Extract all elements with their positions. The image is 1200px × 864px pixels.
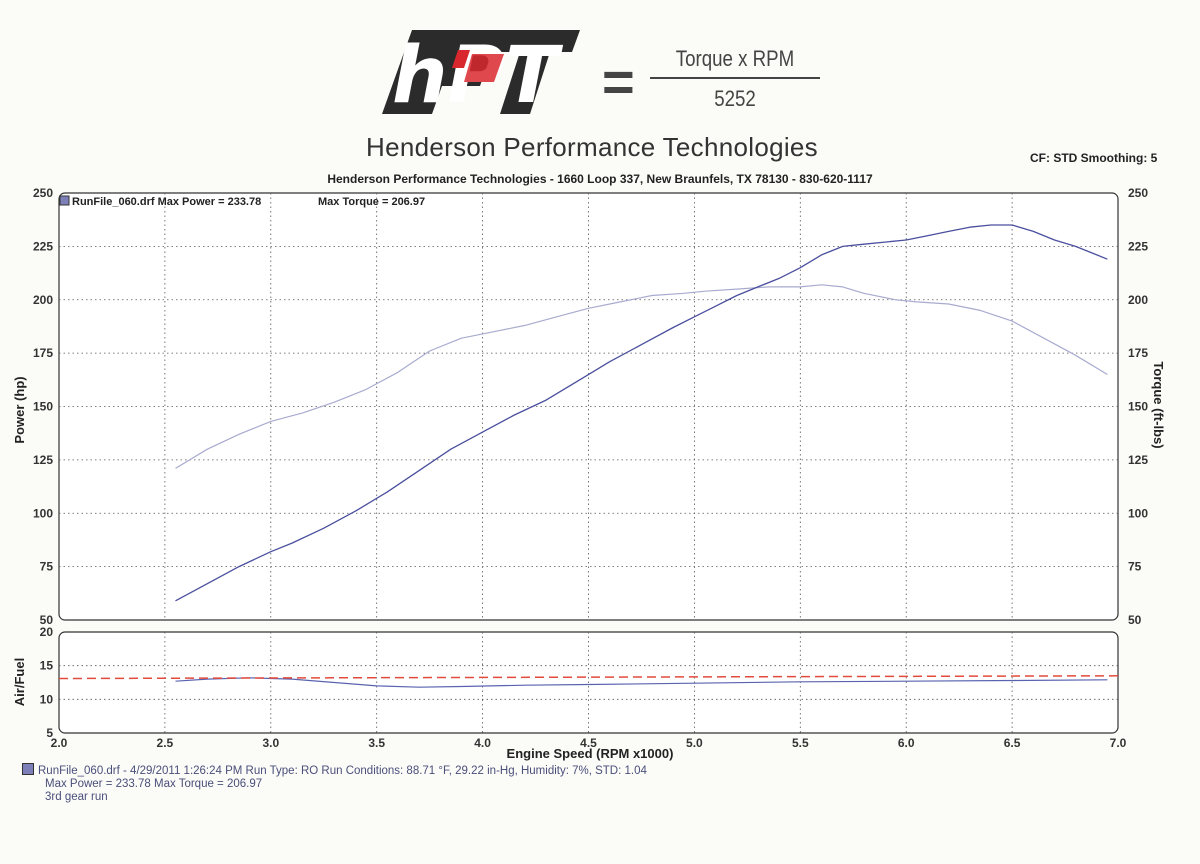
y2-axis-title: Torque (ft-lbs) xyxy=(1151,361,1166,448)
x-tick-label: 6.5 xyxy=(1004,736,1021,750)
legend-run-label: RunFile_060.drf Max Power = 233.78 xyxy=(72,196,261,208)
afr-tick-label: 20 xyxy=(40,625,54,639)
run-swatch-icon xyxy=(22,763,34,775)
address-line: Henderson Performance Technologies - 166… xyxy=(327,172,873,186)
y-tick-label: 150 xyxy=(33,400,53,414)
y-tick-label: 225 xyxy=(33,239,53,253)
y-axis-title: Power (hp) xyxy=(12,376,27,443)
x-tick-label: 6.0 xyxy=(898,736,915,750)
afr-target-line xyxy=(58,675,1119,680)
formula-divider xyxy=(650,77,820,79)
afr-axis-title: Air/Fuel xyxy=(12,658,27,706)
run-info-line2: Max Power = 233.78 Max Torque = 206.97 xyxy=(45,778,263,790)
x-tick-label: 4.0 xyxy=(474,736,491,750)
y2-tick-label: 150 xyxy=(1128,400,1148,414)
x-tick-label: 3.0 xyxy=(262,736,279,750)
y2-tick-label: 175 xyxy=(1128,346,1148,360)
run-info-text: RunFile_060.drf - 4/29/2011 1:26:24 PM R… xyxy=(38,765,647,777)
y-tick-label: 50 xyxy=(40,613,54,627)
afr-tick-label: 15 xyxy=(40,659,54,673)
legend-torque-label: Max Torque = 206.97 xyxy=(318,196,425,208)
legend-swatch xyxy=(59,195,70,206)
run-info-line3: 3rd gear run xyxy=(45,791,108,803)
formula-numerator: Torque x RPM xyxy=(675,46,795,71)
y-tick-label: 175 xyxy=(33,346,53,360)
formula-denominator: 5252 xyxy=(714,86,756,111)
x-tick-label: 5.0 xyxy=(686,736,703,750)
equals-sign: = xyxy=(602,50,635,113)
torque-series-line xyxy=(175,284,1108,469)
power-series-line xyxy=(175,224,1108,602)
hpt-logo-graphic: hPT xyxy=(382,30,580,121)
x-tick-label: 2.0 xyxy=(51,736,68,750)
y2-tick-label: 250 xyxy=(1128,186,1148,200)
y-tick-label: 200 xyxy=(33,293,53,307)
y2-tick-label: 100 xyxy=(1128,506,1148,520)
y-tick-label: 125 xyxy=(33,453,53,467)
axes-labels: 250 225 200 175 150 125 100 75 50 250 225 200 175 150… xyxy=(12,186,1166,761)
x-tick-label: 7.0 xyxy=(1110,736,1127,750)
y2-tick-label: 225 xyxy=(1128,239,1148,253)
company-name: Henderson Performance Technologies xyxy=(366,132,818,162)
cf-smoothing-label: CF: STD Smoothing: 5 xyxy=(1030,151,1158,165)
y-tick-label: 250 xyxy=(33,186,53,200)
x-axis-title: Engine Speed (RPM x1000) xyxy=(507,746,674,761)
hpt-logo: hPT xyxy=(372,24,592,121)
y-tick-label: 100 xyxy=(33,506,53,520)
legend: RunFile_060.drf Max Power = 233.78 Max T… xyxy=(59,195,425,208)
y2-tick-label: 50 xyxy=(1128,613,1142,627)
run-info-line1: RunFile_060.drf - 4/29/2011 1:26:24 PM R… xyxy=(22,763,647,778)
y2-tick-label: 75 xyxy=(1128,560,1142,574)
y2-tick-label: 125 xyxy=(1128,453,1148,467)
x-tick-label: 2.5 xyxy=(157,736,174,750)
afr-tick-label: 5 xyxy=(46,726,53,740)
x-tick-label: 4.5 xyxy=(580,736,597,750)
afr-tick-label: 10 xyxy=(40,692,54,706)
run-info: RunFile_060.drf - 4/29/2011 1:26:24 PM R… xyxy=(22,763,647,804)
y2-tick-label: 200 xyxy=(1128,293,1148,307)
x-tick-label: 5.5 xyxy=(792,736,809,750)
x-tick-label: 3.5 xyxy=(368,736,385,750)
air-fuel-plot xyxy=(58,631,1119,734)
power-torque-plot xyxy=(58,192,1119,621)
y-tick-label: 75 xyxy=(40,560,54,574)
